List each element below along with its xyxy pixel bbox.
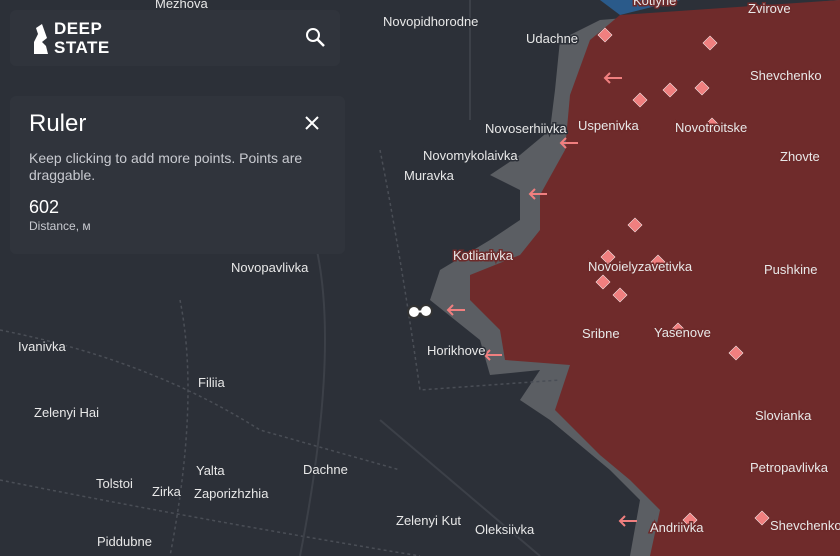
place-label: Novotroitske: [675, 120, 747, 135]
place-label: Piddubne: [97, 534, 152, 549]
place-label: Uspenivka: [578, 118, 639, 133]
place-label: Novomykolaivka: [423, 148, 518, 163]
place-label: Novopavlivka: [231, 260, 309, 275]
ruler-line: [413, 310, 427, 313]
place-label: Tolstoi: [96, 476, 133, 491]
place-label: Yasenove: [654, 325, 711, 340]
close-button[interactable]: [304, 115, 320, 131]
water: [600, 0, 680, 15]
ruler-panel: Ruler Keep clicking to add more points. …: [10, 96, 345, 254]
place-label: Zirka: [152, 484, 182, 499]
markers: [595, 27, 770, 528]
ruler-title: Ruler: [29, 110, 87, 137]
place-label: Andriivka: [650, 520, 704, 535]
occupied-area: [470, 0, 840, 556]
place-label: Ivanivka: [18, 339, 66, 354]
place-label: Shevchenko: [750, 68, 822, 83]
place-label: Petropavlivka: [750, 460, 829, 475]
place-label: Udachne: [526, 31, 578, 46]
place-label: Yalta: [196, 463, 225, 478]
place-label: Pushkine: [764, 262, 817, 277]
place-label: Zhovte: [780, 149, 820, 164]
place-label: Novopidhorodne: [383, 14, 478, 29]
place-label: Zaporizhzhia: [194, 486, 269, 501]
place-label: Filiia: [198, 375, 225, 390]
place-label: Muravka: [404, 168, 455, 183]
place-label: Horikhove: [427, 343, 486, 358]
place-label: Zvirove: [748, 1, 791, 16]
place-label: Shevchenko: [770, 518, 840, 533]
search-button[interactable]: [305, 27, 327, 49]
logo-text: STATE: [54, 38, 110, 57]
place-label: Novoserhiivka: [485, 121, 567, 136]
distance-value: 602: [29, 197, 60, 217]
place-label: Oleksiivka: [475, 522, 535, 537]
place-label: Slovianka: [755, 408, 812, 423]
ruler-hint: Keep clicking to add more points. Points…: [29, 150, 303, 183]
place-label: Novoielyzavetivka: [588, 259, 693, 274]
place-label: Sribne: [582, 326, 620, 341]
distance-label: Distance, м: [29, 219, 91, 233]
arrows: [446, 72, 637, 527]
place-label: Zelenyi Hai: [34, 405, 99, 420]
place-label: Zelenyi Kut: [396, 513, 461, 528]
place-label: Dachne: [303, 462, 348, 477]
place-label: Kotlyne: [633, 0, 676, 8]
place-label: Kotliarivka: [453, 248, 514, 263]
place-label: Mezhova: [155, 0, 209, 11]
header: DEEP STATE: [10, 10, 340, 66]
logo-icon: [34, 24, 48, 54]
logo-text: DEEP: [54, 19, 103, 38]
